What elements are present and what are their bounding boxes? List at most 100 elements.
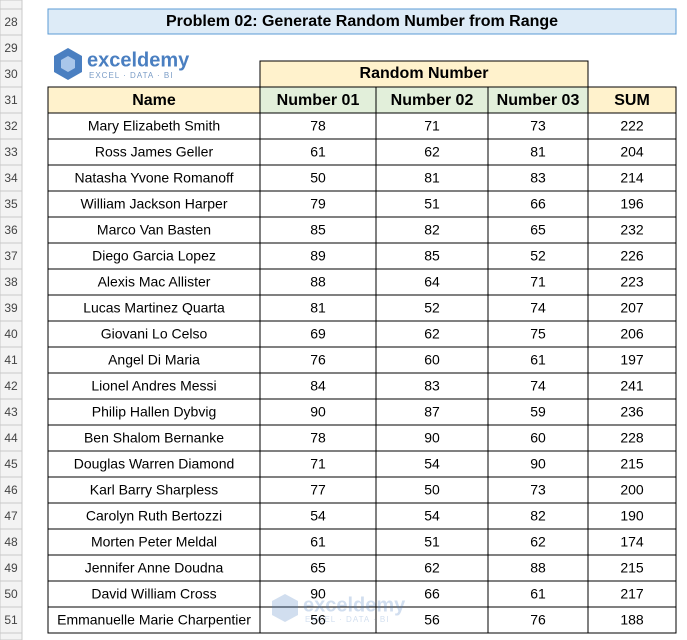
number-cell: 215 <box>620 456 644 472</box>
row-number: 46 <box>4 483 18 497</box>
number-cell: 81 <box>424 170 440 186</box>
number-cell: 77 <box>310 482 326 498</box>
number-cell: 85 <box>424 248 440 264</box>
cell <box>487 268 589 296</box>
column-header: Number 02 <box>391 92 474 109</box>
row-number: 28 <box>4 15 18 29</box>
cell <box>375 112 489 140</box>
name-cell: Lucas Martinez Quarta <box>83 300 225 316</box>
column-header: Number 03 <box>497 92 580 109</box>
header-cell <box>587 86 677 114</box>
number-cell: 62 <box>424 560 440 576</box>
cell <box>587 138 677 166</box>
cell <box>375 606 489 634</box>
number-cell: 60 <box>530 430 546 446</box>
row-number: 48 <box>4 535 18 549</box>
cell <box>259 554 377 582</box>
cell <box>259 268 377 296</box>
row-number: 39 <box>4 301 18 315</box>
cell <box>375 502 489 530</box>
cell <box>587 190 677 218</box>
row-number: 33 <box>4 145 18 159</box>
cell <box>259 242 377 270</box>
number-cell: 56 <box>310 612 326 628</box>
number-cell: 90 <box>530 456 546 472</box>
number-cell: 204 <box>620 144 644 160</box>
row-number: 30 <box>4 67 18 81</box>
header-cell <box>47 86 261 114</box>
name-cell: Jennifer Anne Doudna <box>85 560 224 576</box>
name-cell: Marco Van Basten <box>97 222 211 238</box>
name-cell: Alexis Mac Allister <box>98 274 211 290</box>
cell <box>375 294 489 322</box>
number-cell: 226 <box>620 248 644 264</box>
number-cell: 54 <box>424 456 440 472</box>
row-number: 38 <box>4 275 18 289</box>
number-cell: 79 <box>310 196 326 212</box>
number-cell: 50 <box>424 482 440 498</box>
number-cell: 85 <box>310 222 326 238</box>
cell <box>47 268 261 296</box>
cell <box>47 190 261 218</box>
name-cell: Carolyn Ruth Bertozzi <box>86 508 222 524</box>
number-cell: 88 <box>310 274 326 290</box>
cell <box>259 528 377 556</box>
logo-name: exceldemy <box>87 49 190 71</box>
number-cell: 190 <box>620 508 644 524</box>
row-number: 41 <box>4 353 18 367</box>
cell <box>587 216 677 244</box>
cell <box>47 502 261 530</box>
number-cell: 83 <box>424 378 440 394</box>
number-cell: 62 <box>424 144 440 160</box>
cell <box>259 476 377 504</box>
number-cell: 215 <box>620 560 644 576</box>
number-cell: 73 <box>530 118 546 134</box>
number-cell: 61 <box>310 534 326 550</box>
name-cell: Ben Shalom Bernanke <box>84 430 224 446</box>
name-cell: Morten Peter Meldal <box>91 534 217 550</box>
logo-tagline: EXCEL · DATA · BI <box>89 71 173 80</box>
number-cell: 88 <box>530 560 546 576</box>
cell <box>587 424 677 452</box>
cell <box>487 528 589 556</box>
column-header: SUM <box>614 92 650 109</box>
cell <box>259 320 377 348</box>
number-cell: 200 <box>620 482 644 498</box>
number-cell: 81 <box>310 300 326 316</box>
cell <box>375 268 489 296</box>
watermark: exceldemy EXCEL · DATA · BI <box>272 594 406 624</box>
number-cell: 87 <box>424 404 440 420</box>
number-cell: 89 <box>310 248 326 264</box>
number-cell: 61 <box>310 144 326 160</box>
cell <box>487 242 589 270</box>
cell <box>487 398 589 426</box>
name-cell: Giovani Lo Celso <box>101 326 208 342</box>
title-box <box>47 8 677 35</box>
number-cell: 241 <box>620 378 644 394</box>
cell <box>487 138 589 166</box>
cell <box>487 112 589 140</box>
logo-icon-inner <box>61 56 75 72</box>
cell <box>487 424 589 452</box>
row-number: 47 <box>4 509 18 523</box>
number-cell: 82 <box>530 508 546 524</box>
number-cell: 206 <box>620 326 644 342</box>
cell <box>375 450 489 478</box>
name-cell: Natasha Yvone Romanoff <box>74 170 233 186</box>
row-number: 45 <box>4 457 18 471</box>
number-cell: 78 <box>310 118 326 134</box>
name-cell: William Jackson Harper <box>80 196 227 212</box>
cell <box>47 164 261 192</box>
number-cell: 62 <box>424 326 440 342</box>
number-cell: 76 <box>310 352 326 368</box>
number-cell: 65 <box>310 560 326 576</box>
cell <box>47 112 261 140</box>
name-cell: Angel Di Maria <box>108 352 200 368</box>
row-number: 51 <box>4 613 18 627</box>
cell <box>487 346 589 374</box>
row-number: 29 <box>4 41 18 55</box>
row-number: 27 <box>4 0 18 3</box>
row-number: 32 <box>4 119 18 133</box>
cell <box>587 268 677 296</box>
row-number: 31 <box>4 93 18 107</box>
